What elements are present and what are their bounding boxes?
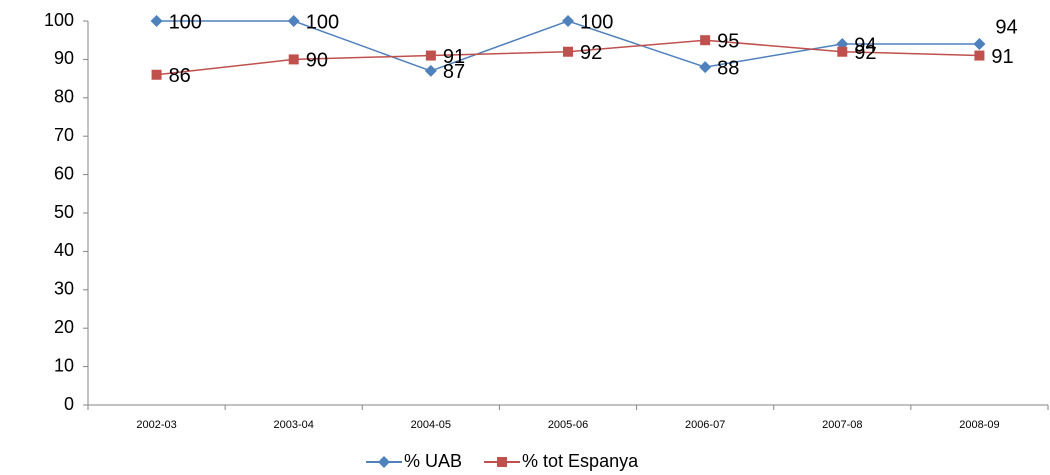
x-tick-label: 2007-08 (822, 419, 862, 431)
y-tick-label: 50 (54, 202, 74, 222)
marker (425, 50, 436, 61)
marker (288, 54, 299, 65)
y-tick-label: 10 (54, 355, 74, 375)
marker (563, 46, 573, 57)
x-tick-label: 2006-07 (685, 419, 725, 431)
data-label: 86 (169, 65, 191, 87)
data-label: 92 (854, 42, 876, 64)
data-label: 91 (991, 46, 1013, 68)
data-label: 95 (717, 30, 739, 52)
legend-label: % UAB (404, 451, 462, 471)
marker (424, 64, 437, 77)
legend-marker (378, 456, 390, 468)
data-label: 88 (717, 57, 739, 79)
y-tick-label: 0 (64, 394, 74, 414)
data-label: 100 (169, 11, 202, 33)
y-tick-label: 30 (54, 279, 74, 299)
marker (837, 46, 848, 57)
y-tick-label: 90 (54, 48, 74, 68)
marker (151, 69, 162, 80)
marker (973, 38, 986, 51)
x-tick-label: 2002-03 (136, 419, 176, 431)
data-label: 87 (443, 61, 465, 83)
x-tick-label: 2004-05 (411, 419, 451, 431)
data-label: 94 (995, 16, 1017, 38)
marker (699, 61, 712, 74)
legend-marker (497, 457, 508, 467)
x-tick-label: 2008-09 (959, 419, 999, 431)
data-label: 100 (306, 11, 339, 33)
marker (974, 50, 985, 61)
marker (287, 15, 300, 27)
y-tick-label: 100 (44, 10, 74, 30)
data-label: 91 (443, 46, 465, 68)
x-tick-label: 2003-04 (274, 419, 314, 431)
marker (150, 15, 163, 27)
legend: % UAB % tot Espanya (366, 451, 639, 471)
x-tick-label: 2005-06 (548, 419, 588, 431)
data-label: 90 (306, 50, 328, 72)
data-label: 92 (580, 42, 602, 64)
y-tick-label: 20 (54, 317, 74, 337)
data-label: 100 (580, 11, 613, 33)
legend-label: % tot Espanya (522, 451, 639, 471)
data-label: 94 (854, 34, 876, 56)
y-tick-label: 70 (54, 125, 74, 145)
marker (562, 15, 574, 27)
marker (700, 35, 711, 46)
y-tick-label: 60 (54, 163, 74, 183)
y-tick-label: 80 (54, 87, 74, 107)
y-tick-label: 40 (54, 240, 74, 260)
